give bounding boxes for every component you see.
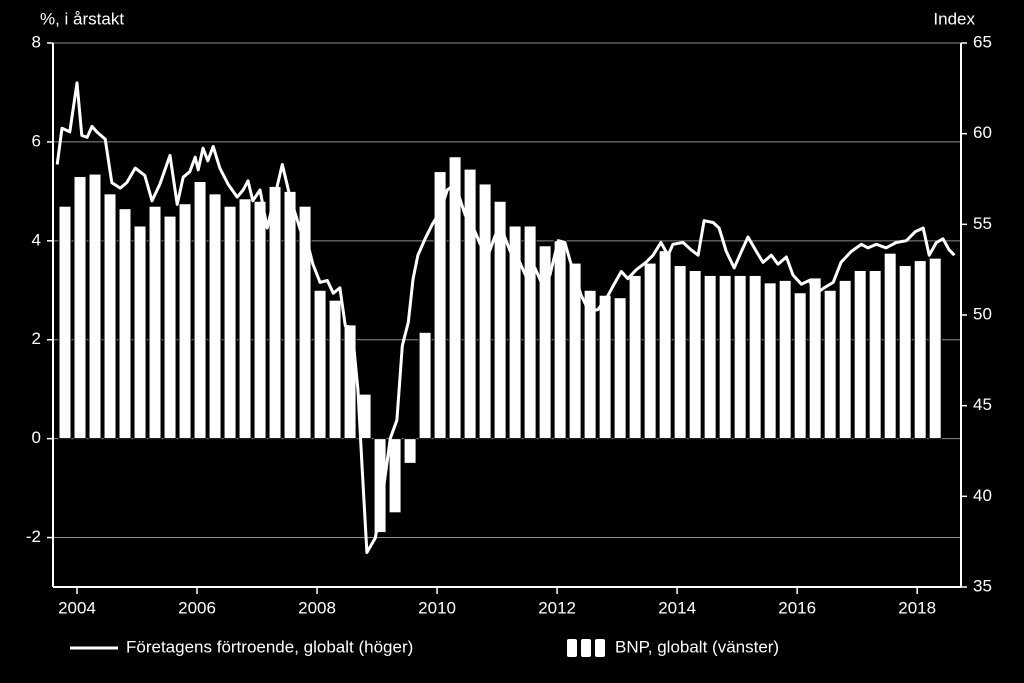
y-tick-label: 6 bbox=[32, 131, 41, 150]
x-tick-label: 2004 bbox=[58, 598, 96, 617]
bar bbox=[238, 198, 252, 440]
y2-tick-label: 65 bbox=[973, 32, 992, 51]
bar bbox=[898, 265, 912, 440]
y2-tick-label: 50 bbox=[973, 304, 992, 323]
bar bbox=[808, 277, 822, 440]
x-tick-label: 2010 bbox=[418, 598, 456, 617]
bar bbox=[103, 193, 117, 440]
bar bbox=[298, 205, 312, 440]
legend-label: Företagens förtroende, globalt (höger) bbox=[126, 637, 413, 656]
bar bbox=[418, 331, 432, 440]
y-tick-label: 0 bbox=[32, 428, 41, 447]
y2-tick-label: 45 bbox=[973, 395, 992, 414]
bar bbox=[688, 269, 702, 440]
bar bbox=[868, 269, 882, 440]
bar bbox=[538, 245, 552, 440]
y2-tick-label: 40 bbox=[973, 486, 992, 505]
bar bbox=[73, 176, 87, 440]
bar bbox=[283, 190, 297, 440]
y-axis-label: %, i årstakt bbox=[40, 9, 124, 28]
y2-tick-label: 60 bbox=[973, 123, 992, 142]
bar bbox=[223, 205, 237, 440]
bar bbox=[673, 265, 687, 440]
bar bbox=[613, 297, 627, 440]
bar bbox=[553, 240, 567, 440]
bar bbox=[313, 289, 327, 440]
y-tick-label: 2 bbox=[32, 329, 41, 348]
bar bbox=[748, 274, 762, 440]
legend-swatch bbox=[581, 639, 591, 657]
bar bbox=[163, 215, 177, 440]
bar bbox=[523, 225, 537, 440]
bar bbox=[118, 208, 132, 440]
bar bbox=[463, 168, 477, 440]
bar bbox=[508, 225, 522, 440]
bar bbox=[733, 274, 747, 440]
y-tick-label: 8 bbox=[32, 32, 41, 51]
bar bbox=[208, 193, 222, 440]
bar bbox=[928, 257, 942, 440]
y-tick-label: 4 bbox=[32, 230, 41, 249]
bar bbox=[883, 252, 897, 440]
bar bbox=[178, 203, 192, 440]
bar bbox=[718, 274, 732, 440]
bar bbox=[913, 260, 927, 440]
x-tick-label: 2008 bbox=[298, 598, 336, 617]
legend-swatch bbox=[595, 639, 605, 657]
bar bbox=[133, 225, 147, 440]
bar bbox=[433, 171, 447, 440]
bar bbox=[763, 282, 777, 440]
bar bbox=[823, 289, 837, 440]
bar bbox=[88, 173, 102, 440]
bar bbox=[448, 156, 462, 440]
bar bbox=[328, 299, 342, 440]
bar bbox=[853, 269, 867, 440]
legend-swatch bbox=[567, 639, 577, 657]
x-tick-label: 2016 bbox=[778, 598, 816, 617]
x-tick-label: 2014 bbox=[658, 598, 696, 617]
x-tick-label: 2012 bbox=[538, 598, 576, 617]
bar bbox=[58, 205, 72, 440]
bar bbox=[568, 262, 582, 440]
y2-axis-label: Index bbox=[933, 9, 975, 28]
bar bbox=[478, 183, 492, 440]
bar bbox=[658, 250, 672, 440]
bar bbox=[583, 289, 597, 440]
bar bbox=[643, 262, 657, 440]
bar bbox=[598, 294, 612, 440]
bar bbox=[403, 438, 417, 464]
x-tick-label: 2018 bbox=[898, 598, 936, 617]
bar bbox=[793, 292, 807, 440]
bar bbox=[778, 279, 792, 440]
bar bbox=[388, 438, 402, 514]
bar bbox=[838, 279, 852, 440]
y-tick-label: -2 bbox=[26, 527, 41, 546]
x-tick-label: 2006 bbox=[178, 598, 216, 617]
bar bbox=[253, 200, 267, 440]
y2-tick-label: 35 bbox=[973, 576, 992, 595]
bar bbox=[148, 205, 162, 440]
bar bbox=[193, 180, 207, 440]
bar bbox=[373, 438, 387, 534]
legend-label: BNP, globalt (vänster) bbox=[615, 637, 779, 656]
bar bbox=[703, 274, 717, 440]
bar bbox=[628, 274, 642, 440]
y2-tick-label: 55 bbox=[973, 214, 992, 233]
line bbox=[55, 81, 956, 554]
bar bbox=[268, 185, 282, 440]
bar bbox=[493, 200, 507, 440]
